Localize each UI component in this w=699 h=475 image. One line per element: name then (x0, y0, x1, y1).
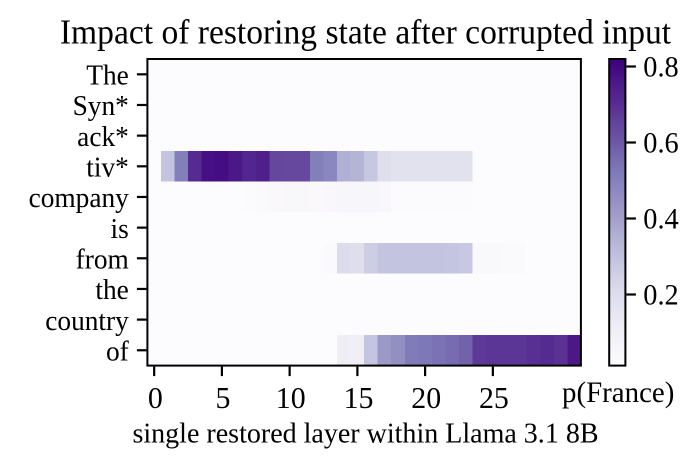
svg-text:company: company (29, 183, 129, 214)
svg-text:0.8: 0.8 (643, 51, 678, 83)
svg-text:tiv*: tiv* (86, 152, 129, 183)
svg-text:p(France): p(France) (562, 376, 674, 408)
svg-text:15: 15 (344, 380, 374, 415)
svg-text:25: 25 (479, 380, 509, 415)
svg-text:The: The (86, 60, 129, 91)
svg-text:the: the (95, 275, 128, 306)
svg-text:Impact of restoring state afte: Impact of restoring state after corrupte… (60, 14, 672, 52)
svg-text:single restored layer within L: single restored layer within Llama 3.1 8… (132, 418, 598, 449)
svg-text:0.2: 0.2 (643, 279, 678, 311)
svg-text:10: 10 (276, 380, 306, 415)
svg-text:of: of (106, 336, 130, 367)
svg-text:ack*: ack* (77, 121, 129, 152)
svg-text:Syn*: Syn* (73, 91, 129, 122)
svg-text:is: is (111, 213, 129, 244)
svg-text:5: 5 (216, 380, 231, 415)
svg-text:0.4: 0.4 (643, 203, 678, 235)
svg-text:0: 0 (148, 380, 163, 415)
svg-text:20: 20 (411, 380, 441, 415)
svg-text:from: from (76, 244, 130, 275)
svg-text:0.6: 0.6 (643, 127, 678, 159)
svg-text:country: country (45, 305, 129, 336)
